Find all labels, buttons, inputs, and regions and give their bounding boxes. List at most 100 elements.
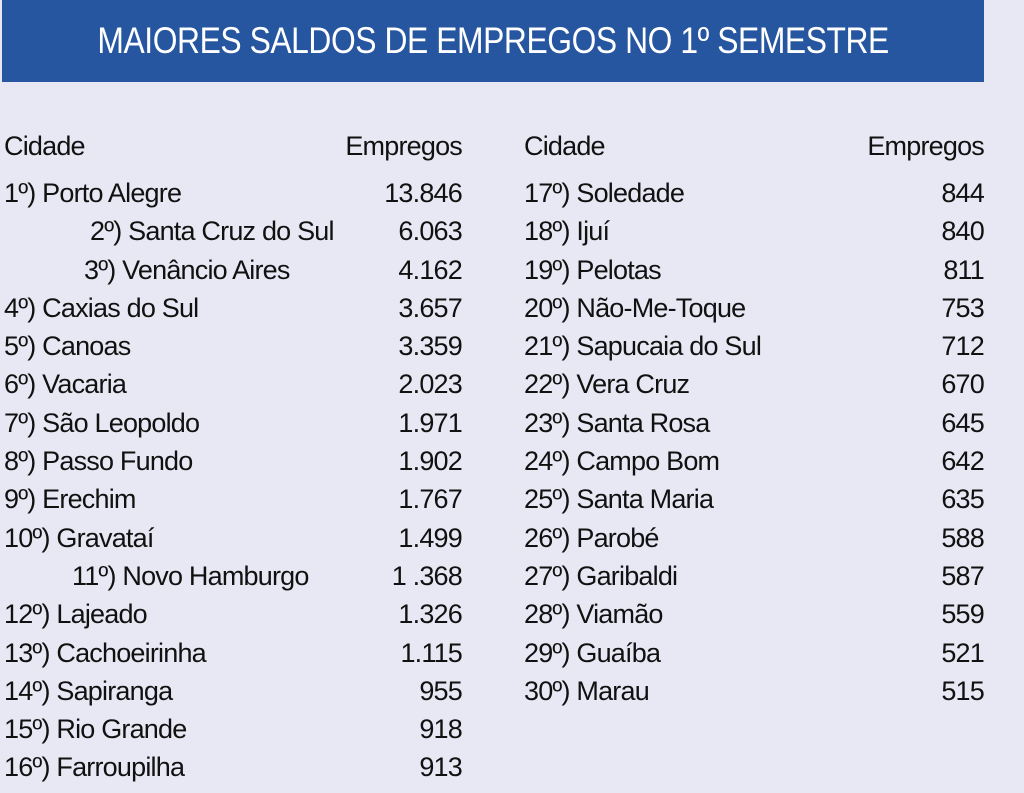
- table-row: 18º) Ijuí 840: [524, 212, 985, 250]
- jobs-value: 811: [943, 254, 984, 285]
- table-row: 5º) Canoas 3.359: [4, 327, 463, 365]
- city-name: 19º) Pelotas: [524, 254, 662, 285]
- table-row: 10º) Gravataí 1.499: [4, 519, 463, 557]
- table-row: 9º) Erechim 1.767: [4, 480, 463, 518]
- jobs-value: 1.499: [398, 522, 462, 553]
- city-name: 13º) Cachoeirinha: [4, 637, 207, 668]
- jobs-value: 588: [941, 522, 984, 553]
- table-row: 27º) Garibaldi 587: [524, 557, 985, 595]
- table-row: 1º) Porto Alegre 13.846: [4, 174, 463, 212]
- city-name: 1º) Porto Alegre: [4, 178, 182, 208]
- table-row: 13º) Cachoeirinha 1.115: [4, 634, 463, 672]
- table-row: 22º) Vera Cruz 670: [524, 365, 985, 403]
- jobs-value: 918: [419, 714, 462, 745]
- jobs-value: 3.359: [398, 331, 462, 362]
- table-row: 14º) Sapiranga 955: [4, 672, 463, 710]
- table-row: 2º) Santa Cruz do Sul 6.063: [4, 212, 463, 250]
- city-name: 8º) Passo Fundo: [4, 446, 193, 477]
- header-jobs: Empregos: [345, 131, 462, 161]
- table-row: 15º) Rio Grande 918: [4, 710, 463, 748]
- jobs-value: 1.902: [398, 446, 462, 477]
- city-name: 28º) Viamão: [524, 599, 663, 630]
- table-row: 23º) Santa Rosa 645: [524, 404, 985, 442]
- table-row: 17º) Soledade 844: [524, 174, 985, 212]
- city-name: 2º) Santa Cruz do Sul: [90, 216, 335, 247]
- table-row: 7º) São Leopoldo 1.971: [4, 404, 463, 442]
- table-row: 16º) Farroupilha 913: [4, 748, 463, 786]
- jobs-value: 913: [419, 752, 462, 783]
- jobs-value: 3.657: [398, 292, 462, 323]
- jobs-value: 559: [941, 599, 984, 630]
- jobs-value: 4.162: [398, 254, 462, 285]
- header-jobs: Empregos: [867, 131, 984, 161]
- table-row: 30º) Marau 515: [524, 672, 985, 710]
- table-row: 28º) Viamão 559: [524, 595, 985, 633]
- table-row: 29º) Guaíba 521: [524, 634, 985, 672]
- jobs-value: 753: [941, 292, 984, 323]
- jobs-value: 2.023: [398, 369, 462, 400]
- column-header: Cidade Empregos: [4, 127, 463, 169]
- city-name: 27º) Garibaldi: [524, 560, 678, 591]
- jobs-value: 1 .368: [391, 560, 463, 591]
- page-title: MAIORES SALDOS DE EMPREGOS NO 1º SEMESTR…: [97, 20, 889, 61]
- city-name: 23º) Santa Rosa: [524, 407, 710, 438]
- jobs-value: 13.846: [384, 178, 463, 208]
- jobs-value: 1.115: [400, 637, 462, 668]
- title-banner: MAIORES SALDOS DE EMPREGOS NO 1º SEMESTR…: [2, 0, 984, 82]
- city-name: 17º) Soledade: [524, 178, 685, 208]
- city-name: 16º) Farroupilha: [4, 752, 185, 783]
- table-row: 6º) Vacaria 2.023: [4, 365, 463, 403]
- jobs-value: 955: [419, 675, 462, 706]
- table-row: 11º) Novo Hamburgo 1 .368: [4, 557, 463, 595]
- city-name: 18º) Ijuí: [524, 216, 610, 247]
- ranking-column-right: Cidade Empregos 17º) Soledade 844 18º) Ij…: [524, 127, 985, 710]
- jobs-value: 1.971: [398, 407, 462, 438]
- table-row: 26º) Parobé 588: [524, 519, 985, 557]
- city-name: 9º) Erechim: [4, 484, 136, 515]
- header-city: Cidade: [524, 131, 606, 161]
- jobs-value: 515: [941, 675, 984, 706]
- city-name: 21º) Sapucaia do Sul: [524, 331, 762, 362]
- city-name: 11º) Novo Hamburgo: [72, 560, 309, 591]
- city-name: 3º) Venâncio Aires: [84, 254, 290, 285]
- table-row: 20º) Não-Me-Toque 753: [524, 289, 985, 327]
- city-name: 26º) Parobé: [524, 522, 659, 553]
- city-name: 24º) Campo Bom: [524, 446, 720, 477]
- jobs-value: 844: [941, 178, 984, 208]
- city-name: 22º) Vera Cruz: [524, 369, 690, 400]
- ranking-column-left: Cidade Empregos 1º) Porto Alegre 13.846 2…: [4, 127, 463, 787]
- city-name: 14º) Sapiranga: [4, 675, 173, 706]
- table-row: 8º) Passo Fundo 1.902: [4, 442, 463, 480]
- jobs-value: 1.767: [398, 484, 462, 515]
- city-name: 5º) Canoas: [4, 331, 131, 362]
- city-name: 29º) Guaíba: [524, 637, 661, 668]
- jobs-value: 6.063: [398, 216, 462, 247]
- table-row: 3º) Venâncio Aires 4.162: [4, 251, 463, 289]
- jobs-value: 521: [941, 637, 984, 668]
- jobs-value: 712: [941, 331, 984, 362]
- table-row: 21º) Sapucaia do Sul 712: [524, 327, 985, 365]
- city-name: 4º) Caxias do Sul: [4, 292, 199, 323]
- table-row: 12º) Lajeado 1.326: [4, 595, 463, 633]
- city-name: 6º) Vacaria: [4, 369, 127, 400]
- city-name: 15º) Rio Grande: [4, 714, 187, 745]
- table-row: 24º) Campo Bom 642: [524, 442, 985, 480]
- table-row: 4º) Caxias do Sul 3.657: [4, 289, 463, 327]
- city-name: 7º) São Leopoldo: [4, 407, 200, 438]
- jobs-value: 1.326: [398, 599, 462, 630]
- city-name: 12º) Lajeado: [4, 599, 148, 630]
- city-name: 30º) Marau: [524, 675, 650, 706]
- table-row: 25º) Santa Maria 635: [524, 480, 985, 518]
- jobs-value: 840: [941, 216, 984, 247]
- jobs-value: 642: [941, 446, 984, 477]
- jobs-value: 587: [941, 560, 984, 591]
- table-row: 19º) Pelotas 811: [524, 251, 985, 289]
- jobs-value: 645: [941, 407, 984, 438]
- city-name: 20º) Não-Me-Toque: [524, 292, 746, 323]
- city-name: 25º) Santa Maria: [524, 484, 714, 515]
- city-name: 10º) Gravataí: [4, 522, 154, 553]
- header-city: Cidade: [4, 131, 86, 161]
- jobs-value: 635: [941, 484, 984, 515]
- jobs-value: 670: [941, 369, 984, 400]
- column-header: Cidade Empregos: [524, 127, 985, 169]
